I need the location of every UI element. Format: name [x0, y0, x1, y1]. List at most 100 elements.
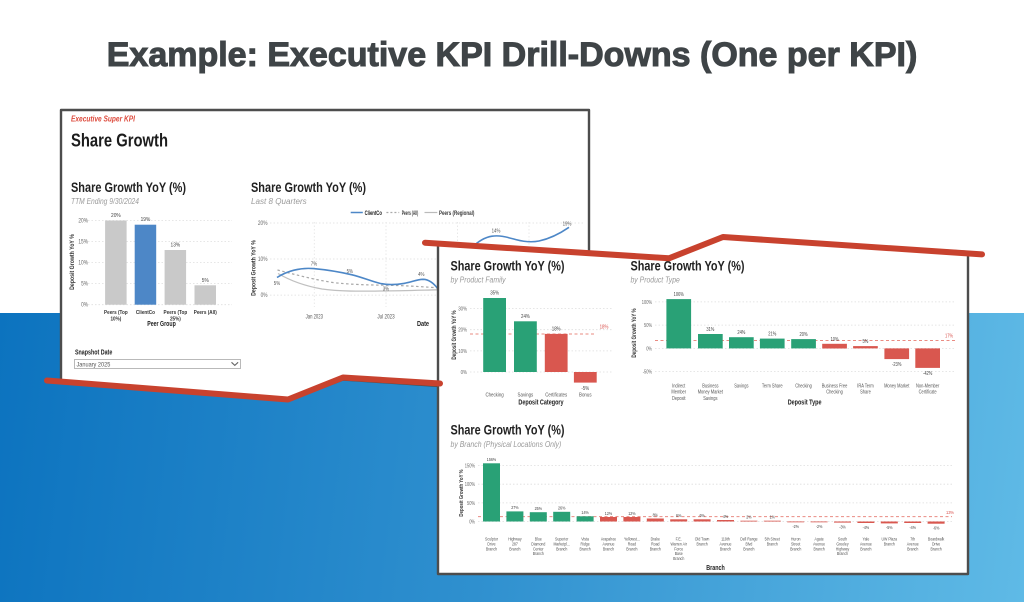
svg-text:24%: 24% [521, 314, 530, 320]
svg-text:Ridge: Ridge [581, 541, 591, 546]
svg-text:-2%: -2% [792, 524, 799, 529]
svg-text:by Product Family: by Product Family [451, 276, 507, 285]
svg-text:6%: 6% [676, 513, 681, 518]
svg-text:Peers (Regional): Peers (Regional) [439, 211, 474, 217]
svg-text:31%: 31% [706, 327, 714, 333]
svg-text:0%: 0% [469, 520, 475, 526]
svg-text:5%: 5% [81, 282, 88, 288]
svg-text:19%: 19% [563, 222, 572, 228]
svg-text:Vista: Vista [581, 537, 589, 542]
svg-text:Deposit Category: Deposit Category [518, 398, 564, 407]
svg-text:100%: 100% [642, 300, 653, 306]
svg-text:Deposit: Deposit [672, 396, 686, 402]
svg-text:Branch: Branch [884, 541, 896, 546]
svg-text:Peers (All): Peers (All) [194, 310, 217, 316]
svg-text:Huron: Huron [791, 537, 801, 542]
svg-text:Force: Force [674, 546, 683, 551]
svg-text:-6%: -6% [933, 526, 940, 531]
svg-text:0%: 0% [646, 346, 652, 352]
svg-text:Share Growth YoY (%): Share Growth YoY (%) [451, 259, 565, 274]
svg-text:Money Market: Money Market [698, 390, 724, 396]
svg-text:Branch: Branch [697, 541, 709, 546]
svg-text:Greeley: Greeley [836, 541, 849, 546]
svg-text:UW Plaza: UW Plaza [882, 537, 898, 542]
svg-text:Certificate: Certificate [919, 390, 937, 396]
svg-text:Last 8 Quarters: Last 8 Quarters [251, 197, 307, 206]
svg-text:by Product Type: by Product Type [631, 276, 681, 285]
svg-text:F.E.: F.E. [676, 537, 682, 542]
svg-text:3%: 3% [383, 286, 389, 292]
svg-text:5%: 5% [863, 339, 869, 345]
svg-text:Indirect: Indirect [672, 384, 686, 390]
svg-text:Branch: Branch [767, 541, 779, 546]
svg-text:Jul 2023: Jul 2023 [377, 315, 395, 321]
svg-text:Deposit Growth YoY %: Deposit Growth YoY % [69, 234, 76, 290]
svg-text:Peer Group: Peer Group [147, 319, 176, 328]
svg-text:Branch: Branch [837, 551, 849, 556]
svg-text:-4%: -4% [909, 525, 916, 530]
svg-text:Avenue: Avenue [860, 541, 872, 546]
svg-text:Avenue: Avenue [603, 541, 615, 546]
svg-text:Checking: Checking [485, 393, 503, 399]
svg-text:13%: 13% [171, 242, 181, 248]
svg-text:Drake: Drake [651, 537, 661, 542]
svg-text:Share Growth YoY (%): Share Growth YoY (%) [451, 423, 565, 438]
svg-text:Share Growth: Share Growth [71, 131, 168, 151]
svg-text:Date: Date [417, 319, 429, 328]
svg-text:Branch: Branch [860, 546, 872, 551]
svg-text:18%: 18% [600, 325, 609, 331]
svg-text:0%: 0% [461, 370, 467, 376]
svg-text:Highway: Highway [508, 537, 522, 542]
svg-text:20%: 20% [458, 328, 467, 334]
svg-text:Member: Member [671, 390, 686, 396]
svg-text:50%: 50% [644, 323, 652, 329]
svg-text:Street: Street [791, 541, 801, 546]
svg-text:Deposit Growth YoY %: Deposit Growth YoY % [632, 308, 638, 358]
svg-text:Agate: Agate [815, 537, 825, 542]
svg-text:Yale: Yale [863, 537, 870, 542]
svg-text:10%: 10% [258, 257, 268, 263]
svg-text:Branch: Branch [580, 546, 592, 551]
svg-text:Branch: Branch [907, 546, 919, 551]
svg-text:18%: 18% [552, 326, 561, 332]
svg-text:20%: 20% [111, 213, 121, 219]
svg-text:287: 287 [512, 541, 518, 546]
svg-text:Branch: Branch [486, 546, 498, 551]
svg-text:2%: 2% [746, 515, 751, 520]
svg-text:ClientCo: ClientCo [136, 310, 155, 316]
svg-text:ClientCo: ClientCo [365, 211, 383, 217]
svg-text:Term Share: Term Share [762, 384, 783, 390]
svg-text:January 2025: January 2025 [77, 362, 111, 369]
svg-text:12%: 12% [628, 511, 635, 516]
svg-text:Highway: Highway [836, 546, 850, 551]
svg-text:10%: 10% [458, 349, 467, 355]
svg-text:119th: 119th [721, 537, 730, 542]
svg-text:Peers (All): Peers (All) [402, 211, 419, 217]
svg-text:25%: 25% [535, 506, 542, 511]
svg-text:by Branch (Physical Locations: by Branch (Physical Locations Only) [451, 440, 562, 449]
svg-text:27%: 27% [511, 505, 518, 510]
svg-text:Money Market: Money Market [884, 384, 910, 390]
svg-text:19%: 19% [141, 217, 151, 223]
svg-text:106%: 106% [674, 292, 685, 298]
svg-text:10%: 10% [78, 261, 88, 267]
svg-text:Branch: Branch [790, 546, 802, 551]
svg-text:TTM Ending 9/30/2024: TTM Ending 9/30/2024 [71, 197, 139, 206]
svg-text:Diamond: Diamond [531, 541, 546, 546]
svg-text:Sculptor: Sculptor [485, 537, 498, 542]
svg-text:Peers (Top: Peers (Top [104, 310, 128, 316]
svg-text:21%: 21% [768, 332, 776, 338]
svg-text:Road: Road [651, 541, 660, 546]
svg-text:14%: 14% [492, 229, 501, 235]
svg-text:25%): 25%) [170, 317, 181, 323]
svg-text:17%: 17% [945, 334, 953, 340]
svg-text:10%): 10%) [110, 317, 121, 323]
svg-text:Blvd: Blvd [746, 541, 753, 546]
svg-text:Peers (Top: Peers (Top [164, 310, 188, 316]
svg-text:Deposit Growth YoY %: Deposit Growth YoY % [452, 310, 458, 360]
svg-text:12%: 12% [605, 511, 612, 516]
svg-text:Share Growth YoY (%): Share Growth YoY (%) [71, 180, 186, 195]
svg-text:24%: 24% [737, 330, 745, 336]
svg-text:Branch: Branch [626, 546, 638, 551]
svg-text:Branch: Branch [509, 546, 521, 551]
